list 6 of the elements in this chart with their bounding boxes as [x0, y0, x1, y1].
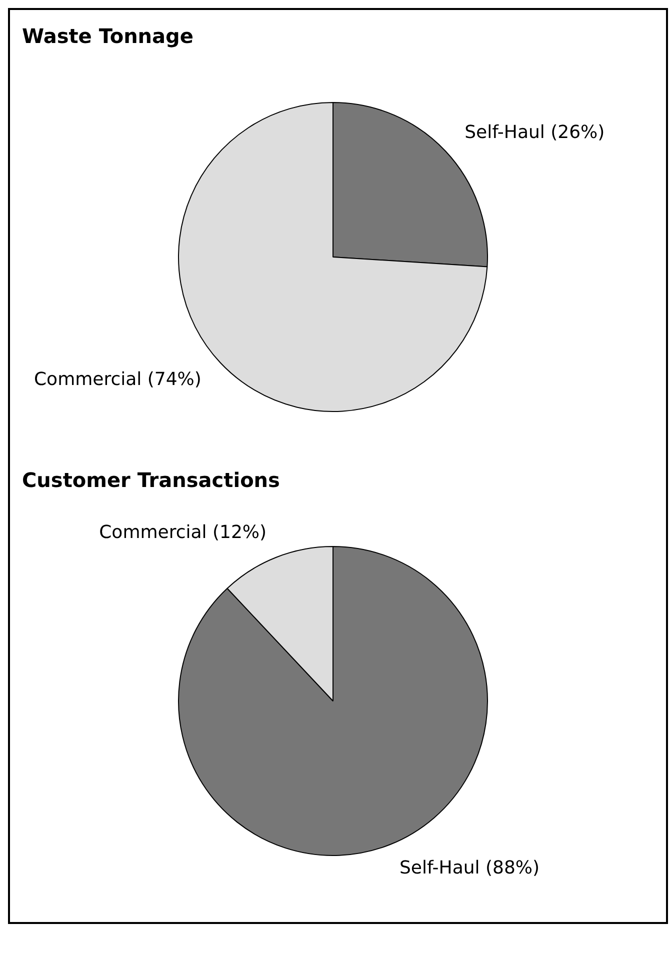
chart-title: Customer Transactions — [22, 468, 281, 492]
chart-title: Waste Tonnage — [22, 24, 194, 48]
slice-label: Self-Haul (88%) — [399, 857, 540, 878]
slice-label: Commercial (12%) — [99, 522, 267, 543]
slice-label: Self-Haul (26%) — [464, 122, 605, 144]
slice-label: Commercial (74%) — [34, 369, 202, 390]
